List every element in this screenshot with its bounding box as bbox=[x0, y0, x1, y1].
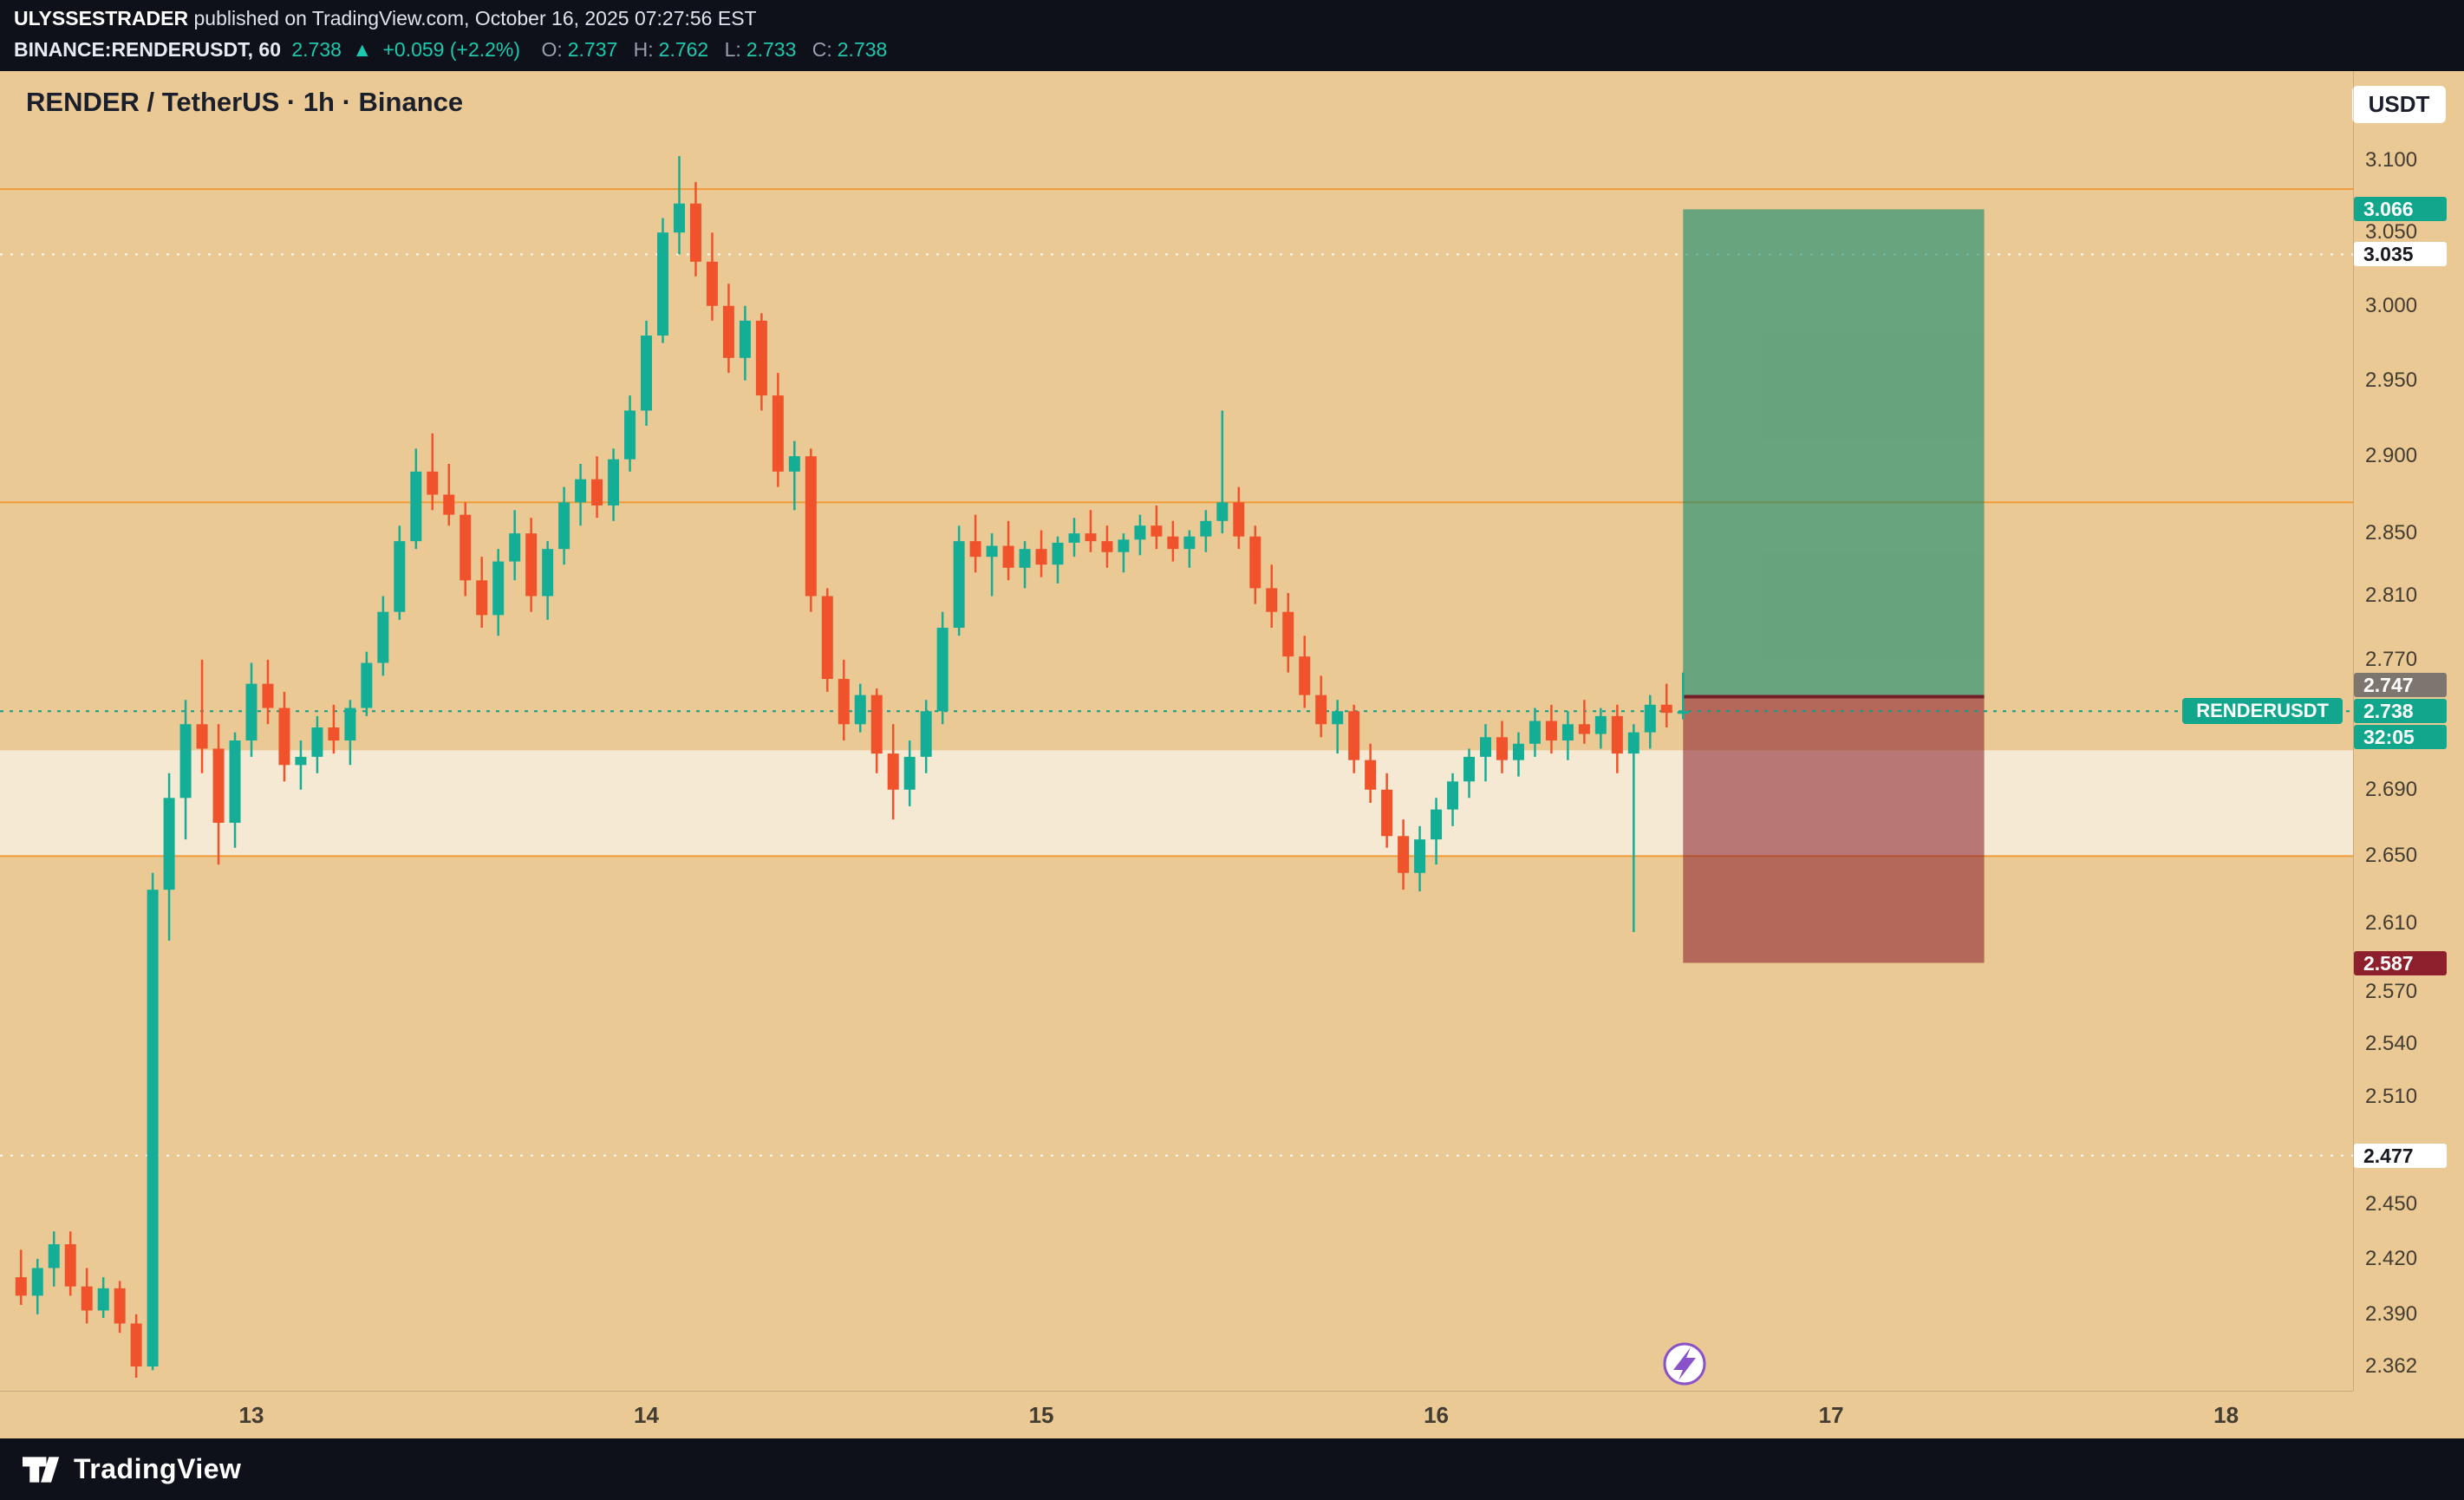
position-loss-zone bbox=[1683, 696, 1985, 963]
low-label: L: bbox=[724, 38, 741, 61]
price-badge[interactable]: 2.477 bbox=[2354, 1143, 2447, 1168]
price-badge[interactable]: 2.587 bbox=[2354, 950, 2447, 975]
chart-legend-title: RENDER / TetherUS · 1h · Binance bbox=[26, 87, 464, 117]
last-price: 2.738 bbox=[291, 38, 342, 61]
price-tick-label: 2.362 bbox=[2365, 1354, 2418, 1378]
time-tick-label: 13 bbox=[238, 1402, 264, 1428]
price-tick-label: 3.100 bbox=[2365, 148, 2418, 172]
price-tick-label: 2.390 bbox=[2365, 1301, 2418, 1326]
price-tick-label: 2.650 bbox=[2365, 844, 2418, 868]
price-tick-label: 2.900 bbox=[2365, 444, 2418, 468]
plot-area bbox=[0, 156, 2353, 1379]
price-tick-label: 2.850 bbox=[2365, 521, 2418, 545]
symbol-info-line: BINANCE:RENDERUSDT, 60 2.738 ▲ +0.059 (+… bbox=[14, 38, 897, 62]
price-badge[interactable]: 3.066 bbox=[2354, 197, 2447, 222]
price-tick-label: 2.540 bbox=[2365, 1032, 2418, 1056]
currency-unit-button[interactable]: USDT bbox=[2352, 86, 2446, 123]
price-tick-label: 2.770 bbox=[2365, 647, 2418, 671]
price-tick-label: 2.420 bbox=[2365, 1246, 2418, 1270]
symbol-name: BINANCE:RENDERUSDT, 60 bbox=[14, 38, 281, 61]
price-change: +0.059 (+2.2%) bbox=[382, 38, 521, 61]
price-badge[interactable]: 2.738 bbox=[2354, 699, 2447, 724]
tradingview-logo-icon[interactable] bbox=[23, 1453, 61, 1486]
author-name: ULYSSESTRADER bbox=[14, 7, 189, 29]
price-tick-label: 3.000 bbox=[2365, 293, 2418, 317]
price-tick-label: 2.450 bbox=[2365, 1191, 2418, 1216]
position-profit-zone bbox=[1683, 209, 1985, 697]
byline-text: published on TradingView.com, October 16… bbox=[188, 7, 757, 29]
close-value: 2.738 bbox=[837, 38, 888, 61]
price-tick-label: 2.610 bbox=[2365, 911, 2418, 936]
close-label: C: bbox=[812, 38, 832, 61]
time-axis[interactable]: 13 14 15 16 17 18 bbox=[0, 1391, 2353, 1439]
byline: ULYSSESTRADER published on TradingView.c… bbox=[14, 7, 757, 30]
change-arrow-icon: ▲ bbox=[352, 38, 373, 61]
price-tick-label: 2.570 bbox=[2365, 980, 2418, 1004]
open-label: O: bbox=[541, 38, 563, 61]
time-tick-label: 18 bbox=[2213, 1402, 2239, 1428]
open-value: 2.737 bbox=[567, 38, 618, 61]
current-price-symbol-pill: RENDERUSDT bbox=[2182, 698, 2343, 725]
price-badge[interactable]: 2.747 bbox=[2354, 673, 2447, 698]
time-tick-label: 14 bbox=[634, 1402, 659, 1428]
price-tick-label: 2.690 bbox=[2365, 777, 2418, 801]
boost-flash-icon[interactable] bbox=[1663, 1342, 1706, 1386]
tradingview-wordmark[interactable]: TradingView bbox=[74, 1453, 242, 1484]
price-tick-label: 2.510 bbox=[2365, 1085, 2418, 1109]
high-label: H: bbox=[633, 38, 654, 61]
price-axis[interactable]: 3.100 3.050 3.000 2.950 2.900 2.850 2.810 2.770… bbox=[2353, 71, 2464, 1391]
price-badge[interactable]: 3.035 bbox=[2354, 242, 2447, 267]
time-tick-label: 17 bbox=[1818, 1402, 1844, 1428]
footer-bar: TradingView bbox=[0, 1438, 2464, 1500]
price-tick-label: 2.950 bbox=[2365, 368, 2418, 392]
time-tick-label: 15 bbox=[1028, 1402, 1054, 1428]
price-tick-label: 3.050 bbox=[2365, 220, 2418, 245]
high-value: 2.762 bbox=[658, 38, 709, 61]
price-badge[interactable]: 32:05 bbox=[2354, 725, 2447, 750]
low-value: 2.733 bbox=[746, 38, 797, 61]
price-tick-label: 2.810 bbox=[2365, 584, 2418, 608]
publish-header: ULYSSESTRADER published on TradingView.c… bbox=[0, 0, 2464, 71]
time-tick-label: 16 bbox=[1424, 1402, 1450, 1428]
